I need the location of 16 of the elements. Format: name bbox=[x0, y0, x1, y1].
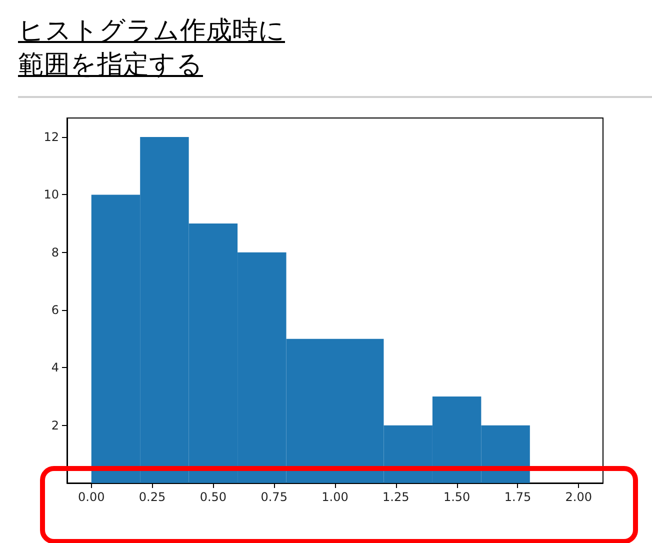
x-tick-label: 0.00 bbox=[78, 490, 105, 504]
x-tick-label: 2.00 bbox=[565, 490, 592, 504]
x-tick-label: 0.50 bbox=[200, 490, 227, 504]
y-tick-label: 10 bbox=[44, 188, 59, 202]
y-tick-label: 6 bbox=[51, 303, 59, 318]
x-tick-label: 1.25 bbox=[382, 490, 410, 504]
x-tick-label: 0.75 bbox=[260, 490, 288, 504]
chart-title: ヒストグラム作成時に範囲を指定する bbox=[18, 15, 286, 82]
y-tick-label: 12 bbox=[44, 130, 59, 144]
x-tick-label: 1.75 bbox=[504, 490, 532, 504]
y-tick-label: 4 bbox=[51, 360, 59, 375]
x-tick-label: 1.00 bbox=[322, 490, 348, 504]
x-tick-label: 1.50 bbox=[443, 490, 470, 504]
y-tick-label: 8 bbox=[51, 245, 59, 260]
x-tick-label: 0.25 bbox=[138, 490, 166, 504]
y-tick-label: 2 bbox=[51, 418, 59, 432]
